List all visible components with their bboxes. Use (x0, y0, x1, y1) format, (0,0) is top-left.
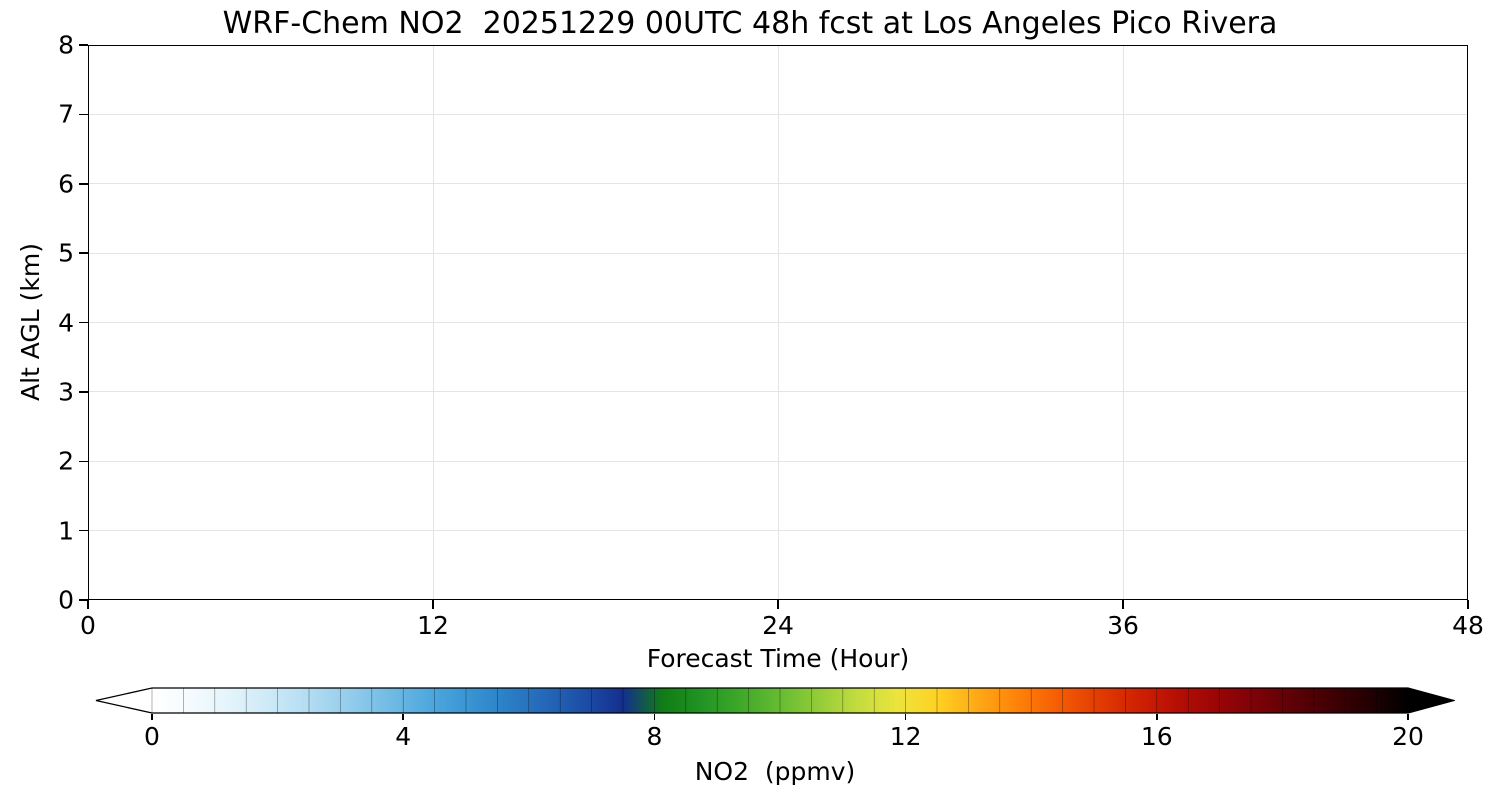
x-tick-label: 36 (1107, 611, 1139, 640)
x-tick-mark (1467, 600, 1469, 609)
colorbar-tick-mark (402, 714, 404, 720)
colorbar-label: NO2 (ppmv) (694, 757, 856, 786)
y-tick-mark (79, 252, 88, 254)
x-tick-label: 24 (762, 611, 794, 640)
x-tick-label: 12 (417, 611, 449, 640)
y-tick-mark (79, 599, 88, 601)
gridline-vertical (432, 46, 434, 599)
y-tick-label: 1 (58, 516, 74, 546)
x-tick-mark (87, 600, 89, 609)
y-tick-mark (79, 391, 88, 393)
colorbar-tick-label: 4 (395, 722, 412, 751)
gridline-vertical (777, 46, 779, 599)
y-tick-mark (79, 183, 88, 185)
colorbar-tick-label: 12 (889, 722, 922, 751)
y-tick-mark (79, 529, 88, 532)
y-tick-label: 5 (58, 238, 74, 268)
y-tick-mark (79, 113, 88, 116)
y-tick-mark (79, 460, 88, 462)
x-axis-label: Forecast Time (Hour) (646, 644, 910, 673)
y-tick-label: 3 (58, 377, 74, 407)
chart-title: WRF-Chem NO2 20251229 00UTC 48h fcst at … (222, 6, 1278, 41)
y-tick-label: 4 (58, 308, 74, 337)
y-tick-mark (79, 44, 88, 46)
colorbar-tick-mark (1407, 714, 1409, 720)
x-tick-mark (1122, 600, 1124, 609)
colorbar-tick-label: 0 (144, 722, 160, 751)
x-tick-label: 0 (80, 611, 96, 640)
colorbar-tick-mark (151, 714, 153, 720)
y-tick-label: 7 (58, 99, 74, 129)
colorbar-tick-label: 16 (1140, 722, 1173, 751)
colorbar-tick-label: 8 (646, 722, 663, 751)
y-tick-mark (79, 321, 88, 324)
x-tick-label: 48 (1452, 611, 1484, 640)
x-tick-mark (777, 600, 779, 609)
colorbar-tick-mark (653, 714, 656, 720)
colorbar-tick-mark (1156, 714, 1158, 720)
y-tick-label: 0 (58, 585, 74, 615)
y-tick-label: 8 (58, 30, 74, 60)
y-tick-label: 6 (58, 169, 74, 199)
colorbar-tick-mark (904, 714, 907, 720)
plot-area (88, 45, 1468, 600)
colorbar-tick-label: 20 (1392, 722, 1424, 751)
colorbar (95, 687, 1455, 714)
x-tick-mark (432, 600, 434, 609)
colorbar-gradient-bar (95, 687, 1455, 714)
y-tick-label: 2 (58, 446, 74, 476)
gridline-vertical (1122, 46, 1124, 599)
